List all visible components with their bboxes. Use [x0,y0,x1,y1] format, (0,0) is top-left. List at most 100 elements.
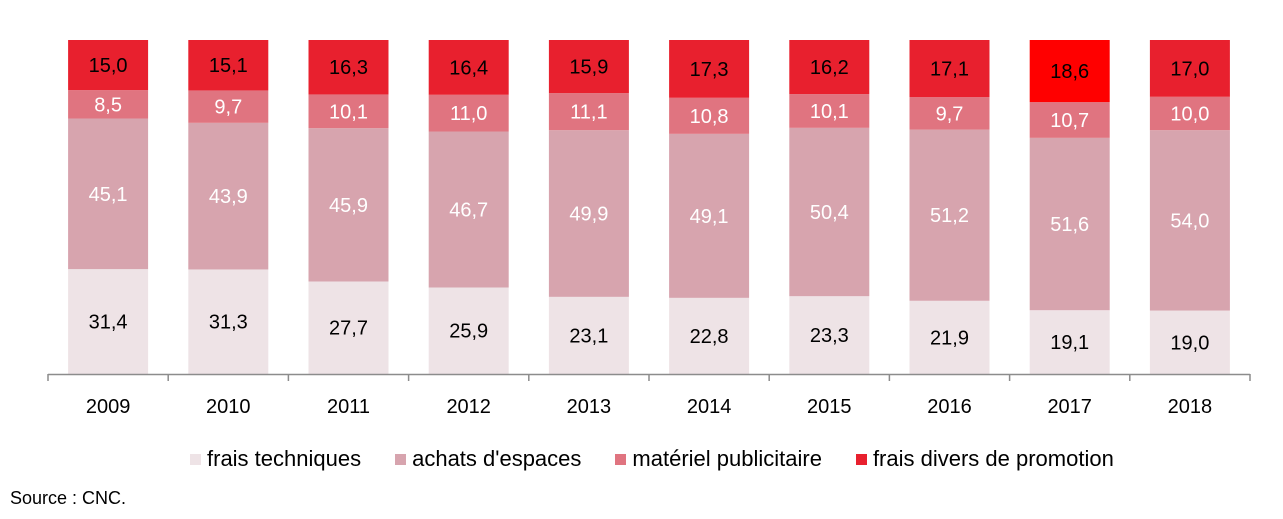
bar-segment-frais-divers-de-promotion-2011 [308,40,389,95]
x-tick-label-2017: 2017 [1047,396,1092,418]
data-label-achats-d-espaces-2015: 50,4 [810,202,849,224]
data-label-frais-divers-de-promotion-2015: 16,2 [810,57,849,79]
data-label-materiel-publicitaire-2015: 10,1 [810,101,849,123]
bar-segment-materiel-publicitaire-2014 [669,97,750,134]
data-label-achats-d-espaces-2011: 45,9 [329,195,368,217]
bar-segment-materiel-publicitaire-2010 [188,90,269,123]
data-label-materiel-publicitaire-2016: 9,7 [936,103,964,125]
data-label-achats-d-espaces-2017: 51,6 [1050,214,1089,236]
bar-segment-achats-d-espaces-2016 [909,129,990,301]
bar-segment-frais-techniques-2014 [669,297,750,374]
legend-label-materiel-publicitaire: matériel publicitaire [632,446,822,471]
bar-segment-frais-divers-de-promotion-2013 [548,40,629,94]
data-label-materiel-publicitaire-2010: 9,7 [214,97,242,119]
bar-segment-achats-d-espaces-2011 [308,128,389,282]
bar-segment-frais-techniques-2013 [548,296,629,374]
bar-segment-frais-divers-de-promotion-2017 [1029,40,1110,103]
data-label-frais-divers-de-promotion-2011: 16,3 [329,57,368,79]
bar-segment-achats-d-espaces-2010 [188,122,269,270]
legend-label-achats-espaces: achats d'espaces [412,446,582,471]
data-label-frais-divers-de-promotion-2013: 15,9 [569,57,608,79]
data-label-frais-techniques-2017: 19,1 [1050,332,1089,354]
data-label-frais-techniques-2014: 22,8 [690,326,729,348]
x-tick-label-2010: 2010 [206,396,251,418]
data-label-materiel-publicitaire-2018: 10,0 [1170,103,1209,125]
data-label-materiel-publicitaire-2009: 8,5 [94,94,122,116]
legend: frais techniques achats d'espaces matéri… [190,446,1114,472]
bar-segment-materiel-publicitaire-2015 [789,94,870,128]
legend-swatch-materiel-publicitaire [615,453,627,465]
bar-segment-achats-d-espaces-2012 [428,131,509,288]
data-label-frais-techniques-2012: 25,9 [449,321,488,343]
bar-segment-materiel-publicitaire-2011 [308,94,389,129]
data-label-frais-divers-de-promotion-2012: 16,4 [449,57,488,79]
data-label-achats-d-espaces-2012: 46,7 [449,200,488,222]
bar-segment-frais-techniques-2018 [1149,310,1230,374]
data-label-frais-divers-de-promotion-2009: 15,0 [89,55,128,77]
bar-segment-frais-divers-de-promotion-2012 [428,40,509,95]
bar-segment-frais-techniques-2016 [909,300,990,374]
legend-item-frais-techniques: frais techniques [190,446,361,472]
bar-segment-achats-d-espaces-2015 [789,127,870,297]
data-label-achats-d-espaces-2009: 45,1 [89,184,128,206]
bar-segment-frais-techniques-2010 [188,269,269,374]
data-label-materiel-publicitaire-2013: 11,1 [570,102,607,124]
data-label-frais-techniques-2016: 21,9 [930,327,969,349]
bar-segment-frais-divers-de-promotion-2016 [909,40,990,98]
bar-segment-achats-d-espaces-2017 [1029,137,1110,311]
data-label-frais-techniques-2011: 27,7 [329,318,368,340]
legend-item-frais-divers-promotion: frais divers de promotion [855,446,1114,472]
data-label-materiel-publicitaire-2011: 10,1 [329,101,368,123]
bar-segment-frais-divers-de-promotion-2015 [789,40,870,95]
bar-segment-frais-techniques-2009 [68,269,149,374]
data-label-achats-d-espaces-2010: 43,9 [209,186,248,208]
data-label-materiel-publicitaire-2017: 10,7 [1050,110,1089,132]
bar-segment-frais-techniques-2017 [1029,310,1110,374]
bar-segment-frais-divers-de-promotion-2018 [1149,40,1230,97]
data-label-materiel-publicitaire-2014: 10,8 [690,106,729,128]
bar-segment-materiel-publicitaire-2013 [548,93,629,131]
x-tick-label-2018: 2018 [1168,396,1213,418]
stacked-bar-chart: 31,4 45,1 8,5 15,0 31,3 43,9 9,7 15,1 27,7 45,9 10… [47,40,1251,418]
data-label-materiel-publicitaire-2012: 11,0 [450,103,487,125]
bar-segment-materiel-publicitaire-2018 [1149,96,1230,131]
x-tick-label-2012: 2012 [446,396,491,418]
legend-swatch-frais-divers-promotion [855,453,867,465]
legend-swatch-achats-espaces [395,453,407,465]
x-tick-label-2011: 2011 [327,396,370,418]
source-note: Source : CNC. [10,488,127,508]
data-label-frais-techniques-2013: 23,1 [569,325,608,347]
bar-segment-frais-techniques-2012 [428,287,509,374]
bar-segment-materiel-publicitaire-2012 [428,94,509,132]
data-label-frais-techniques-2010: 31,3 [209,312,248,334]
data-label-frais-divers-de-promotion-2016: 17,1 [930,59,969,81]
x-tick-label-2009: 2009 [86,396,131,418]
data-label-frais-divers-de-promotion-2018: 17,0 [1170,58,1209,80]
bar-segment-materiel-publicitaire-2017 [1029,102,1110,138]
bar-segment-materiel-publicitaire-2016 [909,97,990,130]
data-label-frais-divers-de-promotion-2010: 15,1 [209,55,248,77]
bar-segment-frais-divers-de-promotion-2009 [68,40,149,91]
data-label-achats-d-espaces-2016: 51,2 [930,205,969,227]
data-label-frais-divers-de-promotion-2014: 17,3 [690,59,729,81]
bar-segment-achats-d-espaces-2013 [548,130,629,297]
bar-segment-materiel-publicitaire-2009 [68,90,149,119]
x-tick-label-2015: 2015 [807,396,852,418]
bar-segment-achats-d-espaces-2009 [68,118,149,270]
x-tick-label-2013: 2013 [567,396,612,418]
data-label-frais-techniques-2018: 19,0 [1170,332,1209,354]
bar-segment-frais-divers-de-promotion-2010 [188,40,269,91]
data-label-achats-d-espaces-2014: 49,1 [690,206,729,228]
data-label-frais-techniques-2015: 23,3 [810,325,849,347]
legend-item-materiel-publicitaire: matériel publicitaire [615,446,822,472]
data-label-frais-techniques-2009: 31,4 [89,312,128,334]
legend-label-frais-divers-promotion: frais divers de promotion [872,446,1114,471]
x-tick-label-2016: 2016 [927,396,972,418]
legend-item-achats-espaces: achats d'espaces [395,446,581,472]
data-label-frais-divers-de-promotion-2017: 18,6 [1050,61,1089,83]
bar-segment-achats-d-espaces-2014 [669,133,750,298]
bar-segment-frais-divers-de-promotion-2014 [669,40,750,98]
x-tick-label-2014: 2014 [687,396,732,418]
legend-swatch-frais-techniques [190,453,201,465]
legend-label-frais-techniques: frais techniques [207,446,362,471]
